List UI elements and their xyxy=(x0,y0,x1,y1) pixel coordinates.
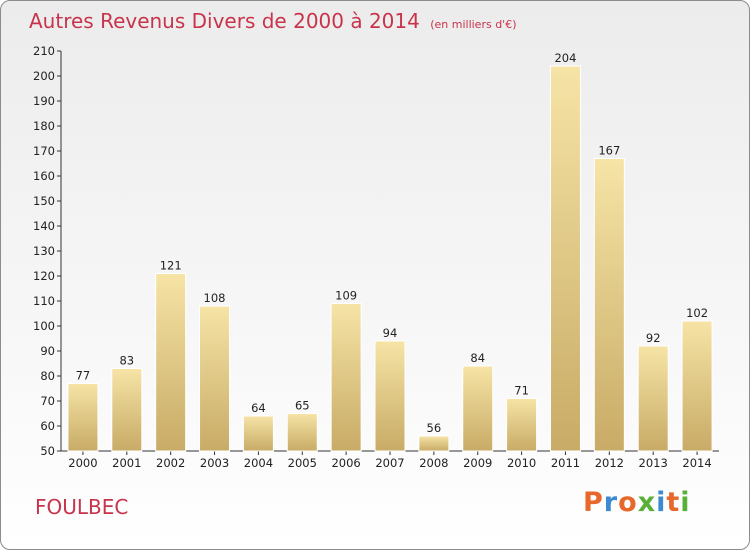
y-tick-label: 180 xyxy=(33,119,55,133)
axes: 50 60 70 80 90 100 110 120 130 140 150 160 170 180 190… xyxy=(33,44,719,470)
bar-2012 xyxy=(593,158,625,452)
x-tick-label: 2005 xyxy=(288,456,317,470)
x-tick-label: 2011 xyxy=(551,456,580,470)
x-tick-label: 2006 xyxy=(331,456,360,470)
place-name: FOULBEC xyxy=(35,495,129,519)
value-label: 56 xyxy=(427,421,442,435)
proxiti-logo: Proxiti xyxy=(583,487,691,518)
value-label: 94 xyxy=(383,326,398,340)
value-label: 102 xyxy=(686,306,708,320)
y-tick-label: 80 xyxy=(40,369,55,383)
bar-2010 xyxy=(506,398,538,452)
logo-letter: P xyxy=(583,487,604,518)
x-tick-label: 2012 xyxy=(595,456,624,470)
value-label: 65 xyxy=(295,399,310,413)
y-tick-label: 60 xyxy=(40,419,55,433)
y-tick-label: 90 xyxy=(40,344,55,358)
bar-2003 xyxy=(199,305,231,452)
y-tick-label: 110 xyxy=(33,294,55,308)
x-tick-label: 2001 xyxy=(112,456,141,470)
logo-letter: t xyxy=(666,487,681,518)
value-label: 83 xyxy=(119,354,134,368)
y-tick-label: 130 xyxy=(33,244,55,258)
value-label: 92 xyxy=(646,331,661,345)
x-tick-label: 2013 xyxy=(639,456,668,470)
y-tick-label: 140 xyxy=(33,219,55,233)
bar-2001 xyxy=(111,368,143,452)
x-tick-label: 2007 xyxy=(375,456,404,470)
y-tick-label: 70 xyxy=(40,394,55,408)
logo-letter: i xyxy=(656,487,667,518)
bar-2008 xyxy=(418,435,450,452)
value-label: 77 xyxy=(76,369,91,383)
y-tick-label: 190 xyxy=(33,94,55,108)
x-tick-label: 2003 xyxy=(200,456,229,470)
y-tick-label: 150 xyxy=(33,194,55,208)
bar-2005 xyxy=(286,413,318,452)
y-tick-label: 210 xyxy=(33,44,55,58)
value-label: 109 xyxy=(335,289,357,303)
data-labels: 77 83 121 108 64 65 109 94 56 84 71 204 167 92 102 xyxy=(76,51,708,435)
value-label: 167 xyxy=(598,144,620,158)
y-tick-label: 200 xyxy=(33,69,55,83)
x-tick-label: 2014 xyxy=(682,456,711,470)
value-label: 108 xyxy=(204,291,226,305)
y-tick-label: 160 xyxy=(33,169,55,183)
y-tick-label: 170 xyxy=(33,144,55,158)
x-tick-label: 2009 xyxy=(463,456,492,470)
bar-2007 xyxy=(374,340,406,452)
y-tick-label: 50 xyxy=(40,444,55,458)
y-tick-label: 120 xyxy=(33,269,55,283)
bar-2011 xyxy=(549,65,581,452)
logo-letter: r xyxy=(603,487,619,518)
logo-letter: i xyxy=(680,487,691,518)
x-tick-label: 2008 xyxy=(419,456,448,470)
y-tick-label: 100 xyxy=(33,319,55,333)
logo-letter: o xyxy=(618,487,638,518)
value-label: 204 xyxy=(554,51,576,65)
bar-2000 xyxy=(67,383,99,452)
chart-title: Autres Revenus Divers de 2000 à 2014 (en… xyxy=(29,9,517,33)
bars xyxy=(67,65,713,452)
bar-2006 xyxy=(330,303,362,452)
bar-2013 xyxy=(637,345,669,452)
x-tick-label: 2002 xyxy=(156,456,185,470)
x-tick-label: 2010 xyxy=(507,456,536,470)
value-label: 84 xyxy=(470,351,485,365)
bar-2009 xyxy=(462,365,494,452)
logo-letter: x xyxy=(637,487,657,518)
chart-subtitle: (en milliers d'€) xyxy=(430,18,517,31)
value-label: 121 xyxy=(160,259,182,273)
x-tick-label: 2004 xyxy=(244,456,273,470)
bar-2004 xyxy=(242,415,274,452)
value-label: 71 xyxy=(514,384,529,398)
bar-2002 xyxy=(155,273,187,452)
bar-2014 xyxy=(681,320,713,452)
chart-title-text: Autres Revenus Divers de 2000 à 2014 xyxy=(29,9,420,33)
x-tick-label: 2000 xyxy=(68,456,97,470)
value-label: 64 xyxy=(251,401,266,415)
